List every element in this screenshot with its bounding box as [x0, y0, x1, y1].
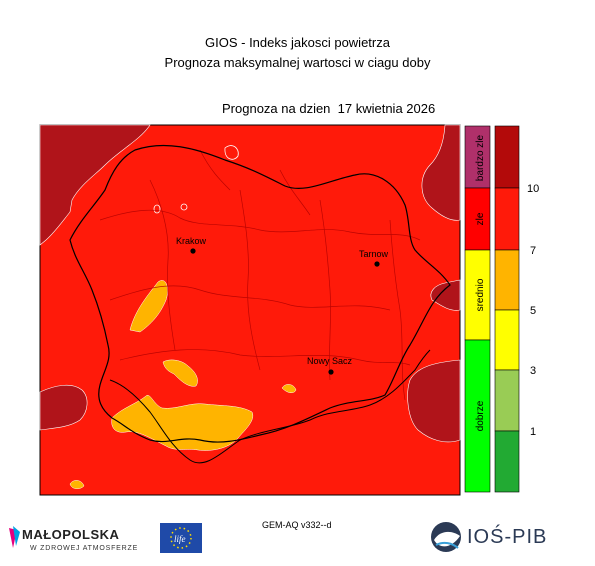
city-label-krakow: Krakow [176, 236, 207, 246]
model-version: GEM-AQ v332--d [262, 520, 332, 530]
city-label-tarnow: Tarnow [359, 249, 389, 259]
dark-region-e [430, 279, 461, 311]
scale-band-7-10 [494, 187, 520, 251]
county-boundaries [99, 149, 421, 401]
eu-life-logo: life [160, 523, 202, 553]
legend-label-zle: zle [475, 212, 486, 225]
city-krakow[interactable]: Krakow [176, 236, 207, 254]
map-subtitle: Prognoza maksymalnej wartosci w ciagu do… [164, 55, 431, 70]
city-tarnow[interactable]: Tarnow [359, 249, 389, 267]
dark-region-se [407, 359, 461, 443]
dark-region-nw [39, 124, 151, 246]
scale-band-0-1 [494, 430, 520, 493]
city-nowy-sacz[interactable]: Nowy Sacz [307, 356, 353, 375]
forecast-date: Prognoza na dzien 17 kwietnia 2026 [222, 101, 436, 116]
scale-band-3-5 [494, 309, 520, 371]
dark-region-sw [39, 384, 88, 431]
city-marker [328, 369, 334, 375]
country-border [109, 349, 431, 464]
malopolska-logo-icon [9, 526, 20, 548]
white-island-1 [224, 145, 239, 160]
ios-pib-name: IOŚ-PIB [467, 526, 548, 548]
voivodeship-border [69, 144, 451, 443]
scale-colorbar: 10 7 5 3 1 [494, 125, 539, 493]
scale-band-5-7 [494, 249, 520, 311]
orange-region-5 [69, 480, 85, 489]
ios-pib-icon [431, 522, 461, 552]
legend-srednio [464, 249, 491, 341]
legend-label-srednio: srednio [475, 278, 486, 311]
malopolska-subtitle: W ZDROWEJ ATMOSFERZE [30, 545, 139, 552]
scale-tick-3: 3 [530, 365, 536, 377]
city-label-nowy-sacz: Nowy Sacz [307, 356, 353, 366]
scale-tick-5: 5 [530, 305, 536, 317]
city-marker [190, 248, 196, 254]
orange-region-4 [281, 384, 297, 393]
legend-dobrze [464, 339, 491, 493]
scale-tick-7: 7 [530, 245, 536, 257]
scale-band-10plus [494, 125, 520, 189]
map-background [39, 124, 461, 496]
category-legend: bardzo zle zle srednio dobrze [464, 125, 491, 493]
scale-tick-1: 1 [530, 426, 536, 438]
white-island-3 [180, 203, 188, 211]
svg-text:life: life [174, 534, 186, 544]
white-island-2 [153, 204, 161, 214]
dark-region-ne [421, 124, 461, 221]
map-title: GIOS - Indeks jakosci powietrza [205, 35, 390, 50]
city-marker [374, 261, 380, 267]
legend-label-dobrze: dobrze [475, 400, 486, 431]
legend-zle [464, 187, 491, 251]
legend-bardzo-zle [464, 125, 491, 189]
scale-tick-10: 10 [527, 183, 539, 195]
scale-band-1-3 [494, 369, 520, 432]
orange-region-2 [162, 359, 198, 387]
legend-label-bardzo-zle: bardzo zle [475, 134, 486, 181]
malopolska-name: MAŁOPOLSKA [22, 527, 120, 542]
